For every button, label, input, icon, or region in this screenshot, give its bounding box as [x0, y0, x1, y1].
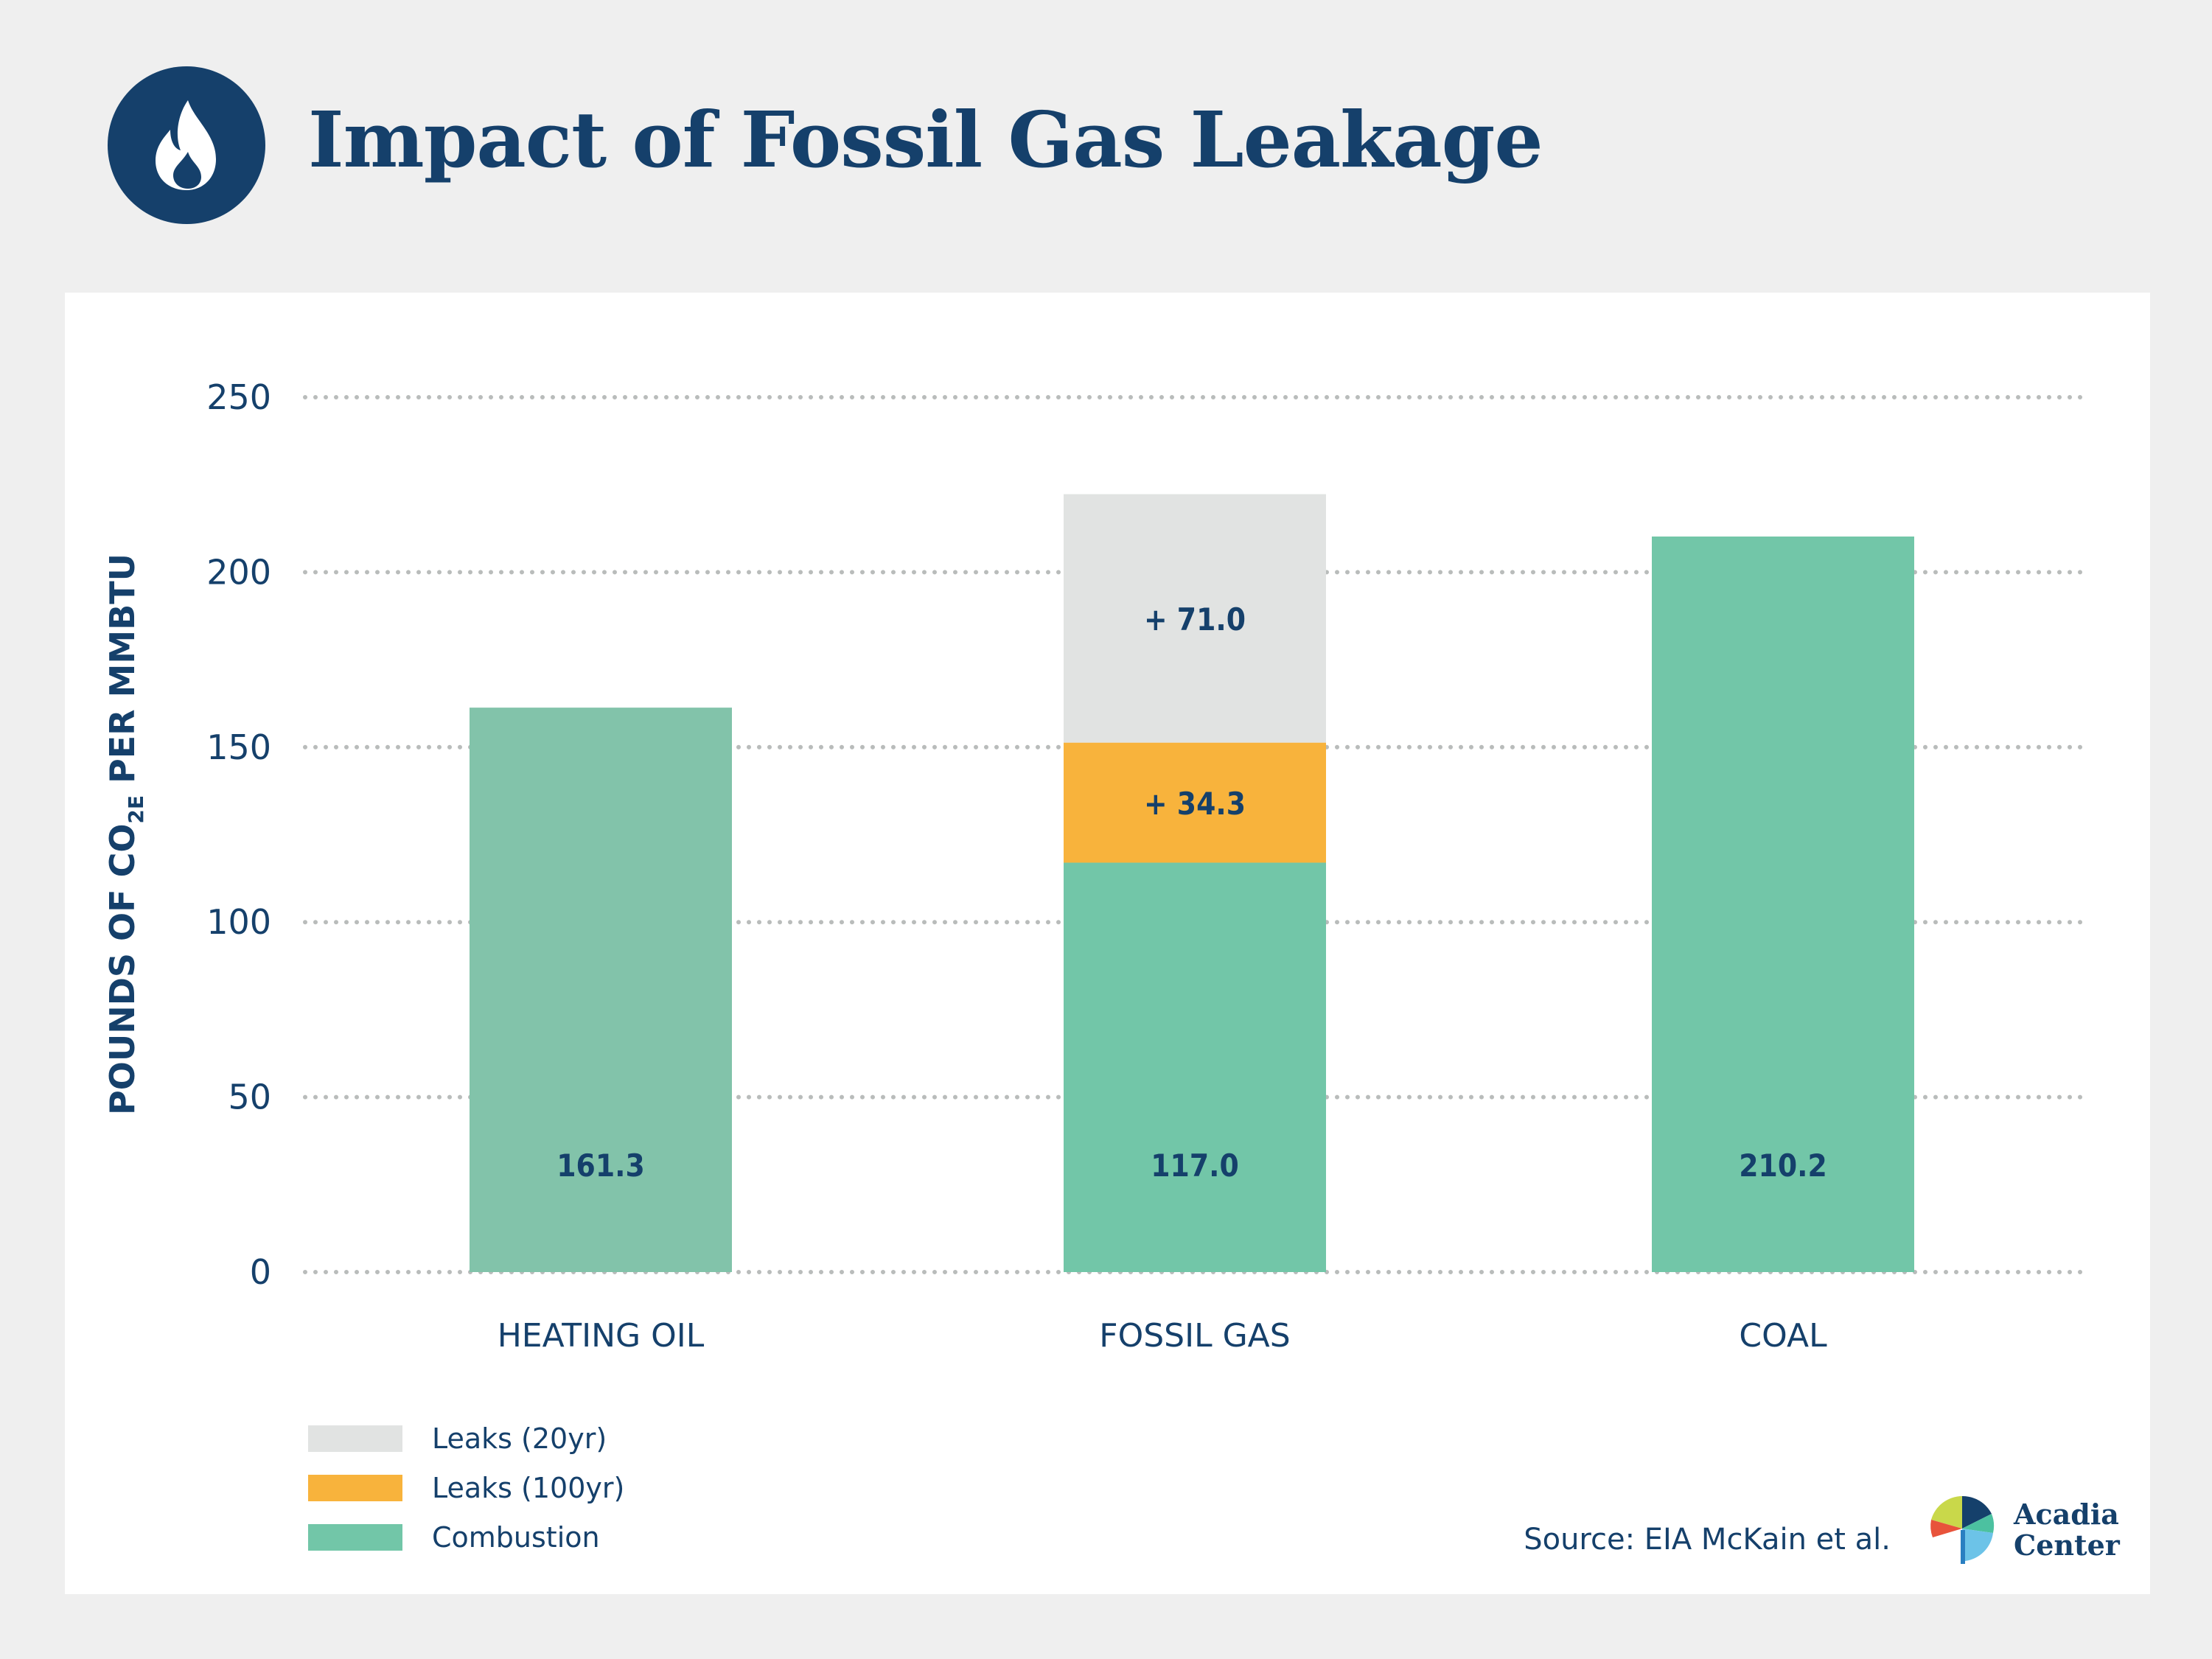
- data-label: + 71.0: [1144, 601, 1246, 638]
- y-tick-label: 0: [250, 1252, 271, 1292]
- page-title: Impact of Fossil Gas Leakage: [308, 94, 1543, 185]
- bar-combustion: [470, 708, 732, 1272]
- data-label: + 34.3: [1144, 786, 1246, 822]
- legend-label: Leaks (20yr): [432, 1422, 607, 1455]
- x-tick-label: COAL: [1739, 1317, 1827, 1355]
- logo-line-2: Center: [2014, 1529, 2120, 1562]
- legend-swatch-leaks-20yr: [308, 1425, 402, 1452]
- data-label: 210.2: [1739, 1148, 1827, 1184]
- legend-item-combustion: Combustion: [308, 1521, 600, 1554]
- y-axis-title: POUNDS OF CO2E PER MMBTU: [102, 553, 148, 1115]
- legend-label: Combustion: [432, 1521, 600, 1554]
- y-tick-label: 100: [206, 902, 271, 942]
- logo-text: Acadia Center: [2014, 1499, 2120, 1561]
- legend-swatch-combustion: [308, 1524, 402, 1551]
- legend-item-leaks-100yr: Leaks (100yr): [308, 1472, 625, 1504]
- x-tick-label: FOSSIL GAS: [1099, 1317, 1290, 1355]
- flame-icon: [108, 66, 265, 224]
- y-tick-label: 50: [228, 1078, 271, 1117]
- x-tick-label: HEATING OIL: [498, 1317, 705, 1355]
- y-tick-label: 250: [206, 377, 271, 417]
- legend-label: Leaks (100yr): [432, 1472, 625, 1504]
- y-tick-label: 200: [206, 552, 271, 592]
- acadia-pinwheel-icon: [1930, 1495, 1995, 1564]
- bar-leaks-100yr-: [1064, 742, 1326, 863]
- bar-combustion: [1064, 862, 1326, 1272]
- legend-item-leaks-20yr: Leaks (20yr): [308, 1422, 607, 1455]
- source-note: Source: EIA McKain et al.: [1524, 1523, 1891, 1557]
- data-label: 161.3: [557, 1148, 645, 1184]
- legend-swatch-leaks-100yr: [308, 1475, 402, 1501]
- bar-combustion: [1652, 536, 1914, 1272]
- y-tick-label: 150: [206, 727, 271, 767]
- bar-leaks-20yr-: [1064, 494, 1326, 743]
- logo-line-1: Acadia: [2014, 1498, 2119, 1531]
- data-label: 117.0: [1151, 1148, 1239, 1184]
